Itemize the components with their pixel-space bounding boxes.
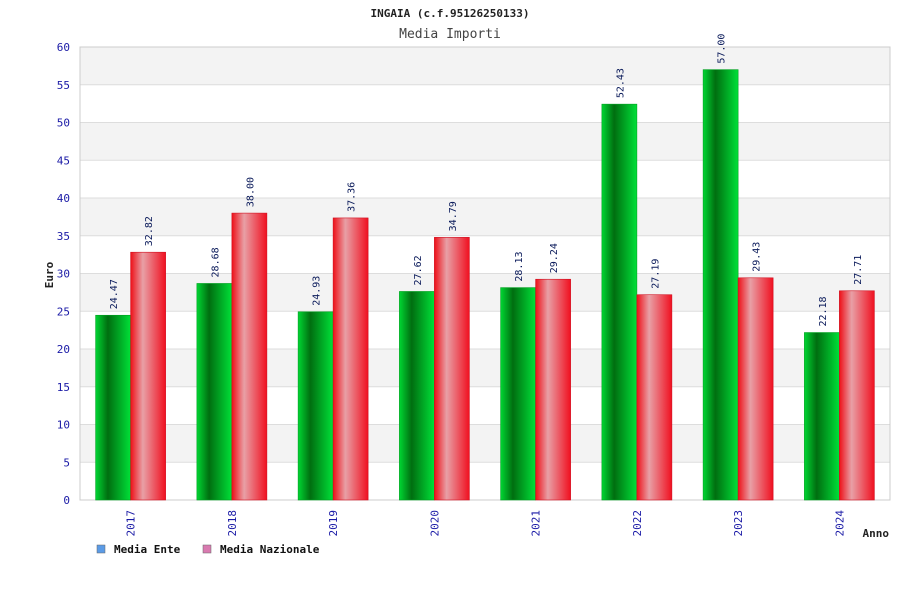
grid-band	[80, 122, 890, 161]
y-axis-label: Euro	[43, 261, 56, 288]
legend-label-media-ente: Media Ente	[114, 543, 181, 556]
x-tick-label: 2020	[428, 510, 441, 537]
x-tick-label: 2018	[226, 510, 239, 537]
chart-subtitle: Media Importi	[399, 27, 501, 42]
y-tick-label: 55	[57, 79, 70, 92]
value-label: 28.13	[514, 252, 525, 282]
x-tick-label: 2023	[732, 510, 745, 537]
bar-media-nazionale-2022	[636, 294, 673, 501]
grid-band	[80, 198, 890, 236]
value-labels: 24.47 32.82 28.68 38.00 24.93 37.36 27.62 34.79…	[109, 34, 864, 327]
bar-media-ente-2020	[399, 291, 435, 501]
legend: Media Ente Media Nazionale	[96, 543, 320, 556]
value-label: 27.19	[650, 259, 661, 289]
x-tick-label: 2024	[833, 510, 846, 537]
plot-area-border	[79, 46, 891, 501]
value-label: 32.82	[144, 216, 155, 246]
value-label: 28.68	[210, 247, 221, 277]
legend-item-media-nazionale: Media Nazionale	[202, 543, 320, 556]
bar-media-nazionale-2019	[332, 217, 369, 501]
bar-media-ente-2018	[196, 283, 233, 501]
bar-media-nazionale-2023	[737, 277, 774, 501]
y-tick-label: 25	[57, 305, 70, 318]
x-tick-label: 2019	[327, 510, 340, 537]
y-tick-label: 45	[57, 154, 70, 167]
bar-media-ente-2023	[702, 69, 739, 501]
value-label: 34.79	[448, 201, 459, 231]
chart-title: INGAIA (c.f.95126250133)	[371, 7, 530, 20]
legend-item-media-ente: Media Ente	[96, 543, 181, 556]
value-label: 24.93	[312, 276, 323, 306]
x-tick-label: 2022	[631, 510, 644, 537]
value-label: 57.00	[717, 34, 728, 64]
bar-media-ente-2024	[804, 332, 840, 501]
bar-media-nazionale-2018	[231, 212, 268, 501]
bar-media-ente-2017	[95, 314, 131, 501]
bar-media-nazionale-2021	[535, 278, 571, 501]
y-tick-label: 10	[57, 419, 70, 432]
bar-media-nazionale-2017	[130, 251, 166, 501]
x-tick-label: 2017	[125, 510, 138, 537]
y-tick-label: 30	[57, 268, 70, 281]
bar-marks	[95, 69, 875, 501]
y-tick-label: 20	[57, 343, 70, 356]
value-label: 29.24	[549, 243, 560, 273]
y-tick-label: 50	[57, 117, 70, 130]
x-tick-label: 2021	[530, 510, 543, 537]
bar-media-nazionale-2024	[839, 290, 875, 501]
y-tick-label: 35	[57, 230, 70, 243]
legend-label-media-nazionale: Media Nazionale	[220, 543, 320, 556]
legend-swatch-media-ente	[96, 544, 106, 554]
bar-media-ente-2022	[601, 103, 638, 501]
value-label: 29.43	[752, 242, 763, 272]
x-axis-ticks: 2017 2018 2019 2020 2021 2022 2023 2024	[125, 510, 847, 537]
y-tick-label: 0	[63, 494, 70, 507]
value-label: 27.62	[413, 255, 424, 285]
bar-media-nazionale-2020	[434, 237, 470, 501]
y-tick-label: 5	[63, 456, 70, 469]
y-tick-label: 15	[57, 381, 70, 394]
y-axis-ticks: 0 5 10 15 20 25 30 35 40 45 50 55 60	[57, 41, 70, 507]
value-label: 27.71	[853, 255, 864, 285]
x-axis-label: Anno	[863, 527, 890, 540]
y-tick-label: 40	[57, 192, 70, 205]
y-tick-label: 60	[57, 41, 70, 54]
grid-band	[80, 47, 890, 85]
value-label: 24.47	[109, 279, 120, 309]
legend-swatch-media-nazionale	[202, 544, 212, 554]
bar-media-ente-2021	[500, 287, 536, 501]
value-label: 38.00	[245, 177, 256, 207]
value-label: 37.36	[347, 182, 358, 212]
value-label: 52.43	[615, 68, 626, 98]
value-label: 22.18	[818, 296, 829, 326]
bar-media-ente-2019	[297, 311, 334, 501]
